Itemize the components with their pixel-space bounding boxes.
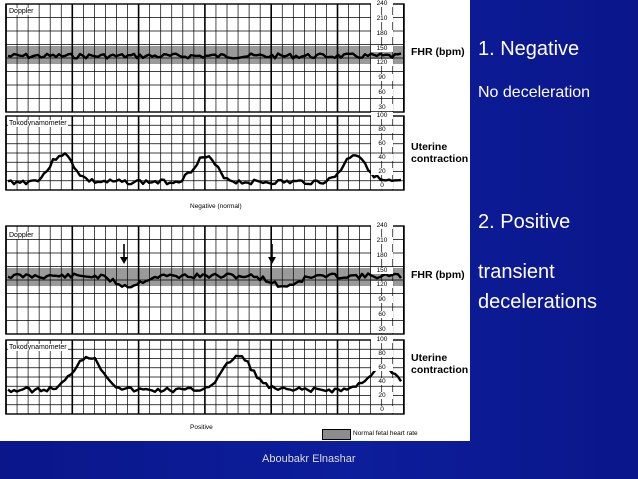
fhr-negative-tick: 90 <box>371 74 393 82</box>
uc-positive-tick: 60 <box>371 364 393 371</box>
positive-heading: 2. Positive <box>478 211 571 233</box>
fhr-negative-tick: 120 <box>371 59 393 67</box>
legend-label: Normal fetal heart rate <box>353 430 418 437</box>
negative-heading: 1. Negative <box>478 38 580 60</box>
fhr-positive-tick: 60 <box>371 311 393 319</box>
contraction-label: contraction <box>411 153 469 165</box>
fhr-negative-tick: 60 <box>371 89 393 97</box>
fhr-positive-tick: 30 <box>371 326 393 333</box>
fhr-negative-tick: 180 <box>371 29 393 37</box>
fhr-negative-tick: 150 <box>371 44 393 52</box>
uc-negative-tick: 60 <box>371 140 393 147</box>
uc-negative-tick: 40 <box>371 154 393 161</box>
contraction-label-2: contraction <box>411 364 469 376</box>
uc-positive-tick: 100 <box>371 336 393 343</box>
toco-label-2: Tokodynamometer <box>8 344 68 351</box>
fhr-negative-tick: 30 <box>371 104 393 111</box>
ctg-figure: Doppler FHR (bpm) Tokodynamometer Uterin… <box>0 0 470 441</box>
uc-negative-tick: 0 <box>371 182 393 189</box>
uterine-contraction-label-2: Uterine contraction <box>411 352 468 376</box>
legend-swatch <box>322 429 351 440</box>
fhr-label: FHR (bpm) <box>411 46 465 58</box>
fhr-positive-tick: 210 <box>371 236 393 244</box>
fhr-positive-tick: 240 <box>371 222 393 229</box>
fhr-positive-tick: 120 <box>371 281 393 289</box>
uc-negative-tick: 100 <box>371 112 393 119</box>
positive-caption: Positive <box>190 424 213 431</box>
fhr-negative-tick: 210 <box>371 14 393 22</box>
uterine-contraction-label: Uterine contraction <box>411 141 468 165</box>
fhr-label-2: FHR (bpm) <box>411 269 465 281</box>
doppler-label: Doppler <box>8 8 35 15</box>
uterine-label-2: Uterine <box>411 352 448 364</box>
deceleration-arrow-head <box>120 257 128 264</box>
deceleration-arrow-head <box>268 257 276 264</box>
uc-positive-trace <box>7 354 403 394</box>
uc-positive-tick: 20 <box>371 392 393 399</box>
fhr-positive-tick: 180 <box>371 251 393 259</box>
uc-negative-trace <box>7 152 402 186</box>
uc-negative-tick: 20 <box>371 168 393 175</box>
uc-positive-tick: 0 <box>371 406 393 413</box>
uc-negative-tick: 80 <box>371 126 393 133</box>
uc-positive-tick: 80 <box>371 350 393 357</box>
negative-caption: Negative (normal) <box>190 203 242 210</box>
negative-subtitle: No deceleration <box>478 84 591 101</box>
ctg-strips <box>5 3 405 415</box>
toco-label: Tokodynamometer <box>8 120 68 127</box>
footer-author: Aboubakr Elnashar <box>262 453 356 465</box>
fhr-positive-tick: 90 <box>371 296 393 304</box>
fhr-negative-tick: 240 <box>371 0 393 7</box>
positive-subtitle: transient decelerations <box>478 261 597 313</box>
uterine-label: Uterine <box>411 141 448 153</box>
fhr-negative-trace <box>7 52 402 60</box>
fhr-positive-trace <box>7 272 402 289</box>
uc-positive-tick: 40 <box>371 378 393 385</box>
doppler-label-2: Doppler <box>8 232 35 239</box>
fhr-positive-tick: 150 <box>371 266 393 274</box>
